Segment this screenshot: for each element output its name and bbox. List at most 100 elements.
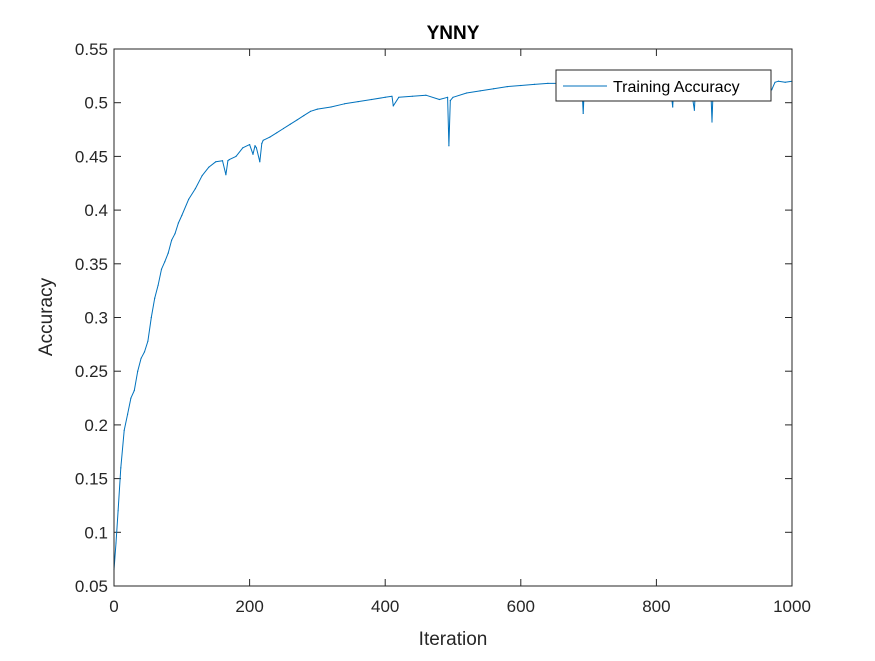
axes-box — [113, 48, 793, 587]
legend-label: Training Accuracy — [613, 79, 740, 96]
data-point — [123, 429, 125, 431]
data-point — [215, 161, 217, 163]
data-point — [171, 239, 173, 241]
legend[interactable]: Training Accuracy — [555, 69, 772, 102]
data-point — [316, 108, 318, 110]
data-point — [493, 88, 495, 90]
data-point — [227, 160, 229, 162]
data-point — [154, 297, 156, 299]
y-tick-label: 0.45 — [75, 147, 108, 166]
x-tick-label: 0 — [109, 597, 118, 616]
y-axis-ticks: 0.05 0.1 0.15 0.2 0.25 0.3 0.35 0.4 0.45 0.5 0.55 — [75, 40, 792, 596]
data-point — [235, 155, 237, 157]
data-point — [479, 90, 481, 92]
y-tick-label: 0.35 — [75, 255, 108, 274]
y-axis-label: Accuracy — [36, 277, 57, 356]
data-point — [255, 147, 257, 149]
data-point — [225, 174, 227, 176]
data-point — [194, 188, 196, 190]
data-point — [201, 175, 203, 177]
data-point — [137, 370, 139, 372]
data-point — [276, 132, 278, 134]
data-point — [242, 147, 244, 149]
data-point — [117, 510, 119, 512]
data-point — [520, 84, 522, 87]
data-point — [269, 136, 271, 138]
data-point — [130, 397, 132, 399]
data-point — [221, 160, 224, 162]
data-point — [177, 222, 179, 224]
data-point — [310, 110, 312, 112]
data-point — [784, 81, 786, 83]
y-tick-label: 0.05 — [75, 577, 108, 596]
data-point — [371, 98, 373, 101]
y-tick-label: 0.25 — [75, 362, 108, 381]
data-point — [711, 121, 713, 123]
data-point — [262, 139, 264, 141]
data-point — [120, 467, 122, 469]
y-tick-label: 0.2 — [84, 416, 108, 435]
data-point — [164, 261, 166, 263]
data-point — [452, 96, 454, 98]
data-point — [343, 103, 346, 105]
data-point — [181, 214, 183, 217]
data-point — [249, 144, 251, 146]
data-point — [466, 92, 468, 94]
data-point — [140, 357, 142, 359]
data-point — [228, 159, 230, 161]
data-point — [127, 413, 129, 415]
x-tick-label: 800 — [642, 597, 670, 616]
x-tick-label: 600 — [507, 597, 535, 616]
data-point — [547, 82, 549, 84]
data-point — [582, 112, 584, 114]
y-tick-label: 0.55 — [75, 40, 108, 59]
data-point — [303, 115, 305, 117]
data-point — [147, 340, 149, 342]
data-point — [133, 389, 135, 392]
data-point — [150, 316, 152, 319]
data-point — [289, 123, 291, 125]
data-point — [296, 119, 298, 121]
data-point — [448, 145, 450, 147]
data-point — [411, 95, 413, 97]
y-tick-label: 0.5 — [84, 94, 108, 113]
x-tick-label: 200 — [235, 597, 263, 616]
y-tick-label: 0.15 — [75, 470, 108, 489]
data-point — [115, 542, 117, 544]
data-point — [160, 268, 163, 270]
training-accuracy-line — [113, 80, 793, 570]
data-point — [282, 127, 285, 130]
data-point — [384, 96, 386, 98]
data-point — [254, 145, 256, 147]
data-point — [357, 101, 359, 103]
data-point — [438, 98, 440, 101]
data-point — [425, 94, 427, 96]
data-point — [693, 109, 696, 111]
data-point — [533, 83, 536, 85]
data-point — [188, 198, 190, 200]
data-point — [252, 153, 254, 155]
data-point — [447, 96, 449, 98]
data-point — [398, 96, 400, 98]
x-tick-label: 1000 — [773, 597, 811, 616]
data-point — [392, 105, 394, 107]
data-point — [672, 106, 674, 108]
data-point — [506, 86, 508, 88]
data-point — [167, 252, 169, 254]
data-point — [208, 166, 210, 168]
data-point — [174, 233, 176, 235]
chart-title: YNNY — [427, 23, 480, 44]
data-point — [449, 100, 451, 102]
y-tick-label: 0.1 — [84, 523, 108, 542]
data-point — [330, 106, 332, 108]
data-point — [157, 284, 159, 286]
y-tick-label: 0.3 — [84, 309, 108, 328]
data-point — [143, 351, 146, 353]
data-point — [777, 80, 780, 82]
x-axis-ticks: 0 200 400 600 800 1000 — [109, 49, 811, 616]
data-point — [774, 81, 776, 83]
data-point — [391, 95, 393, 97]
plot-area — [114, 49, 792, 586]
